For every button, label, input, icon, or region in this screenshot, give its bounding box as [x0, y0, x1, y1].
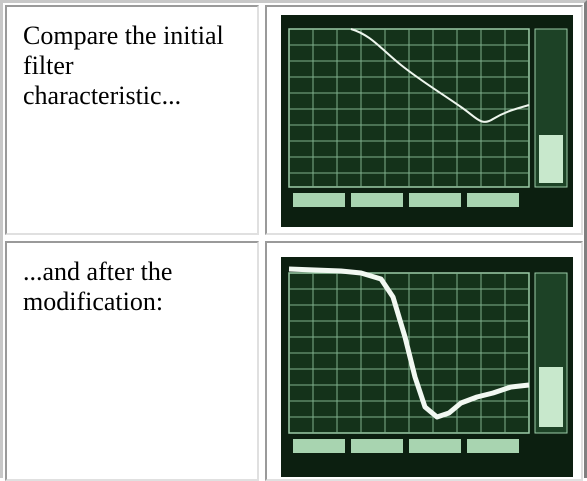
image-cell	[265, 241, 583, 481]
text-cell: ...and after the modification:	[5, 241, 259, 481]
image-cell	[265, 5, 583, 235]
spectrum-screenshot	[281, 257, 573, 477]
text-cell: Compare the initial filter characteristi…	[5, 5, 259, 235]
spectrum-screenshot	[281, 15, 573, 227]
table: Compare the initial filter characteristi…	[0, 0, 587, 478]
caption: Compare the initial filter characteristi…	[23, 21, 228, 111]
caption: ...and after the modification:	[23, 257, 228, 317]
